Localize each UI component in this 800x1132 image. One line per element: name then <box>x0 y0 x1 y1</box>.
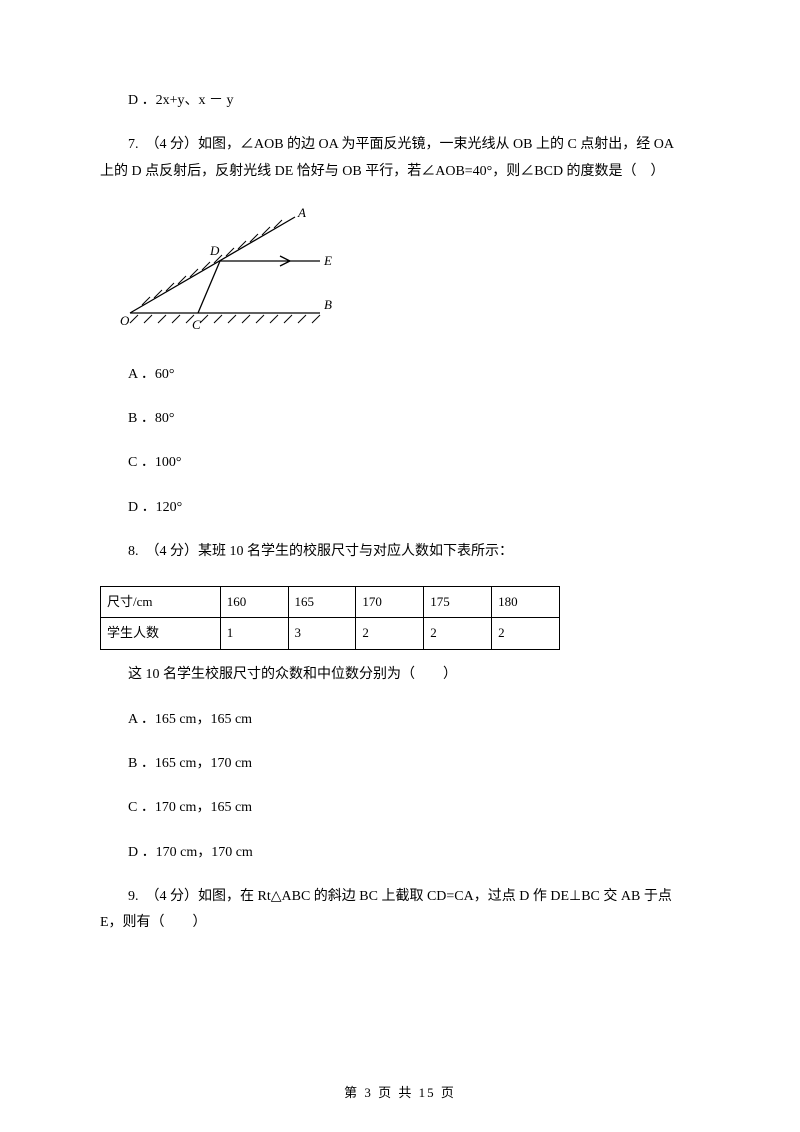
cell-160: 160 <box>220 586 288 618</box>
q7-diagram-svg: A B O C D E <box>120 205 350 335</box>
q7-option-c: C ．100° <box>100 452 700 474</box>
q7-option-d: D ．120° <box>100 497 700 519</box>
q7-option-b: B ．80° <box>100 408 700 430</box>
q8-stem: 8. （4 分）某班 10 名学生的校服尺寸与对应人数如下表所示： <box>100 541 700 563</box>
label-e: E <box>323 253 332 268</box>
prev-option-d: D ．2x+y、x － y <box>100 90 700 112</box>
hatch-ob <box>130 315 320 323</box>
cell-2b: 2 <box>424 618 492 650</box>
table-row: 学生人数 1 3 2 2 2 <box>101 618 560 650</box>
q8-option-b: B ．165 cm，170 cm <box>100 753 700 775</box>
q7-stem-line1: 7. （4 分）如图，∠AOB 的边 OA 为平面反光镜，一束光线从 OB 上的… <box>100 134 700 156</box>
table-row: 尺寸/cm 160 165 170 175 180 <box>101 586 560 618</box>
q7-option-a: A ．60° <box>100 364 700 386</box>
q7-figure: A B O C D E <box>100 205 700 343</box>
q8-tail: 这 10 名学生校服尺寸的众数和中位数分别为（ ） <box>100 664 700 686</box>
q8-option-d: D ．170 cm，170 cm <box>100 842 700 864</box>
label-b: B <box>324 297 332 312</box>
label-o: O <box>120 313 130 328</box>
label-d: D <box>209 243 220 258</box>
q9-stem-line1: 9. （4 分）如图，在 Rt△ABC 的斜边 BC 上截取 CD=CA，过点 … <box>100 886 700 908</box>
cell-2a: 2 <box>356 618 424 650</box>
cell-170: 170 <box>356 586 424 618</box>
q8-table: 尺寸/cm 160 165 170 175 180 学生人数 1 3 2 2 2 <box>100 586 560 651</box>
page-footer: 第 3 页 共 15 页 <box>0 1083 800 1104</box>
cell-count-label: 学生人数 <box>101 618 221 650</box>
q9-stem-line2: E，则有（ ） <box>100 912 700 934</box>
hatch-oa <box>142 220 282 305</box>
cell-180: 180 <box>492 586 560 618</box>
cell-165: 165 <box>288 586 356 618</box>
label-a: A <box>297 205 306 220</box>
label-c: C <box>192 317 201 332</box>
q8-option-c: C ．170 cm，165 cm <box>100 797 700 819</box>
cell-2c: 2 <box>492 618 560 650</box>
cell-175: 175 <box>424 586 492 618</box>
q7-stem-line2: 上的 D 点反射后，反射光线 DE 恰好与 OB 平行，若∠AOB=40°，则∠… <box>100 161 700 183</box>
cell-1: 1 <box>220 618 288 650</box>
cell-3: 3 <box>288 618 356 650</box>
q8-option-a: A ．165 cm，165 cm <box>100 709 700 731</box>
cell-size-label: 尺寸/cm <box>101 586 221 618</box>
ray-oa <box>130 217 295 313</box>
seg-cd <box>198 261 220 313</box>
